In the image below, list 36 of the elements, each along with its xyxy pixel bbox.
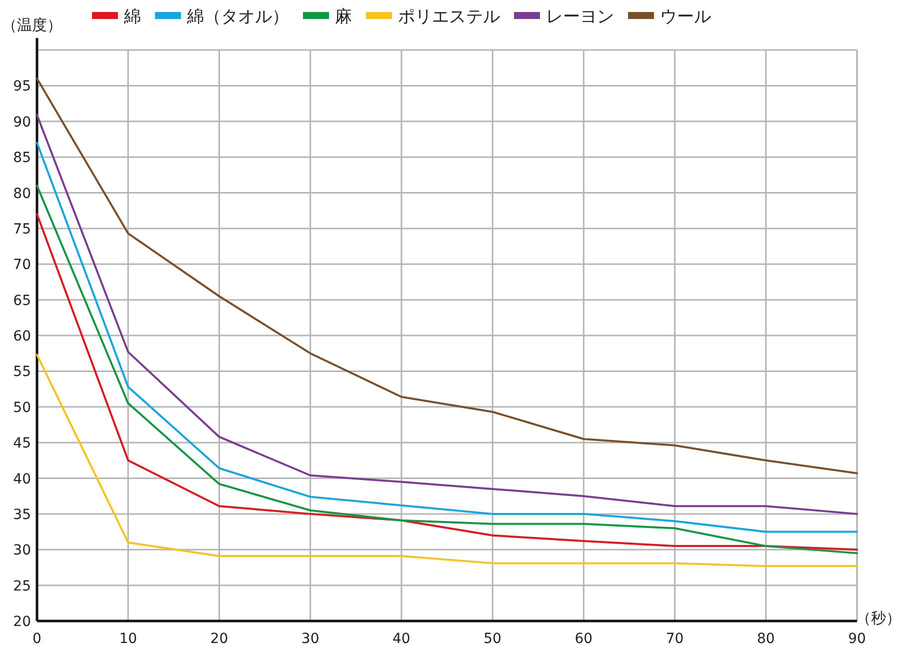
y-tick-label: 35 [13, 506, 31, 523]
y-tick-label: 85 [13, 150, 31, 166]
x-tick-label: 70 [666, 631, 684, 647]
y-tick-label: 95 [13, 78, 31, 95]
x-axis-title: （秒） [856, 609, 901, 627]
x-tick-label: 40 [392, 631, 410, 647]
y-axis-title: （温度） [2, 16, 62, 34]
legend-label: ウール [660, 7, 711, 27]
y-tick-label: 55 [13, 364, 31, 380]
y-tick-label: 80 [13, 186, 31, 202]
y-tick-label: 75 [13, 221, 31, 238]
x-tick-label: 0 [32, 631, 42, 647]
legend-label: 麻 [335, 7, 352, 27]
y-tick-label: 25 [13, 578, 31, 594]
y-tick-label: 50 [13, 400, 31, 416]
y-tick-label: 30 [13, 542, 31, 559]
y-tick-label: 40 [13, 471, 31, 488]
x-tick-label: 10 [119, 631, 138, 647]
y-tick-label: 60 [13, 328, 31, 344]
x-tick-label: 80 [756, 631, 775, 647]
x-tick-label: 90 [848, 631, 866, 647]
x-tick-label: 20 [210, 631, 228, 647]
legend-label: レーヨン [546, 7, 614, 27]
y-tick-label: 90 [13, 114, 31, 130]
line-series [36, 354, 858, 568]
y-tick-label: 65 [13, 292, 31, 309]
line-series [36, 78, 858, 474]
x-tick-label: 50 [484, 631, 502, 647]
y-tick-label: 45 [13, 436, 31, 452]
x-tick-label: 30 [301, 631, 320, 647]
x-tick-label: 60 [574, 631, 593, 647]
y-tick-label: 70 [13, 257, 31, 274]
legend-label: 綿（タオル） [186, 7, 289, 27]
y-tick-label: 20 [13, 614, 31, 630]
legend-label: ポリエステル [398, 7, 500, 27]
legend-label: 綿 [123, 7, 141, 27]
